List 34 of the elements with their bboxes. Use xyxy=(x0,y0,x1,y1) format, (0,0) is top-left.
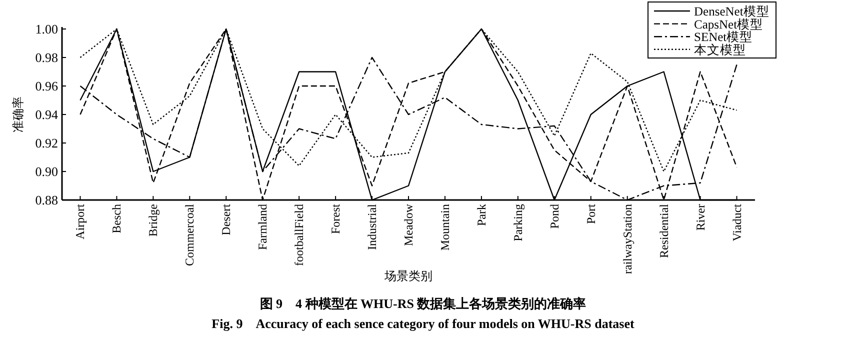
x-tick-label: Bridge xyxy=(146,204,160,237)
x-tick-label: Forest xyxy=(328,203,343,234)
x-tick-label: Meadow xyxy=(402,204,416,246)
legend-label: CapsNet模型 xyxy=(694,17,764,32)
x-tick-label: Parking xyxy=(510,204,525,242)
x-tick-label: railwayStation xyxy=(620,204,634,274)
x-tick-label: Besch xyxy=(110,204,124,234)
y-tick-label: 0.98 xyxy=(35,50,58,65)
x-tick-label: Commercoal xyxy=(182,203,197,266)
x-tick-label: Airport xyxy=(73,203,88,240)
x-axis-title: 场景类别 xyxy=(384,269,432,283)
y-tick-label: 0.94 xyxy=(35,107,58,122)
x-tick-label: Park xyxy=(474,204,488,226)
y-tick-label: 1.00 xyxy=(35,22,58,36)
x-tick-label: Mountain xyxy=(438,204,452,251)
x-tick-label: Industrial xyxy=(365,203,380,250)
caption: 图 9 4 种模型在 WHU-RS 数据集上各场景类别的准确率 xyxy=(260,296,586,311)
x-tick-label: Farmland xyxy=(256,204,270,250)
x-tick-label: Desert xyxy=(219,203,234,236)
y-axis-title: 准确率 xyxy=(11,96,25,132)
legend-label: DenseNet模型 xyxy=(694,4,770,18)
x-tick-label: footballField xyxy=(292,204,306,266)
x-tick-label: Pond xyxy=(547,204,562,229)
legend-label: SENet模型 xyxy=(694,30,753,44)
y-tick-label: 0.96 xyxy=(35,78,58,94)
y-tick-label: 0.92 xyxy=(35,136,58,150)
legend-label: 本文模型 xyxy=(694,42,746,57)
x-tick-label: Residential xyxy=(656,203,671,258)
x-tick-label: River xyxy=(693,204,708,231)
y-tick-label: 0.90 xyxy=(35,164,58,179)
y-tick-label: 0.88 xyxy=(35,192,58,208)
caption: Fig. 9 Accuracy of each sence category of four models on WHU-RS dataset xyxy=(212,316,636,331)
x-tick-label: Viaduct xyxy=(730,203,744,242)
x-tick-label: Port xyxy=(584,203,598,224)
